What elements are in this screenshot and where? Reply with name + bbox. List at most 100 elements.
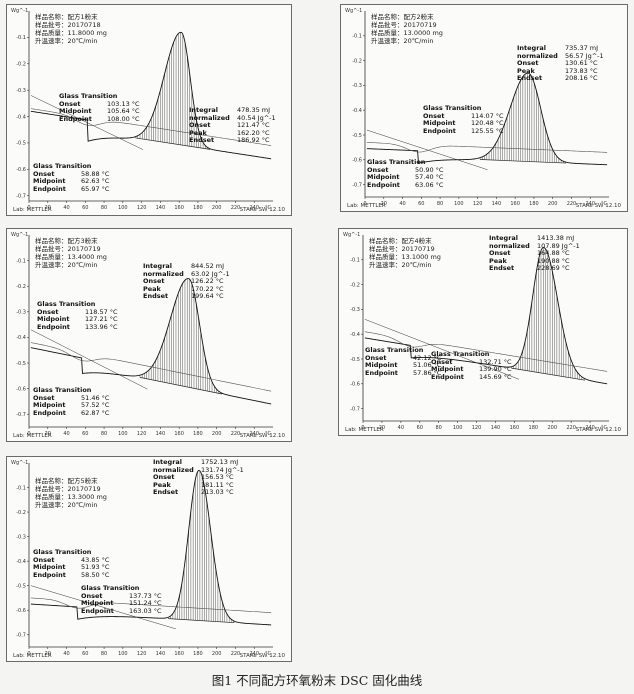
tangent-line xyxy=(364,319,520,380)
y-tick-label: -0.5 xyxy=(350,357,360,363)
sample-rate: 升温速率：20℃/min xyxy=(35,37,98,45)
endpoint-label: Endpoint xyxy=(33,184,66,193)
midpoint-value: 151.24 °C xyxy=(129,599,162,608)
peak-value: 181.11 °C xyxy=(201,480,234,489)
onset-value: 103.13 °C xyxy=(107,99,140,108)
x-tick-label: 140 xyxy=(492,201,502,207)
y-unit-label: Wg^-1 xyxy=(11,460,29,466)
onset-label: Onset xyxy=(59,99,81,108)
endset-value: 186.92 °C xyxy=(237,136,270,145)
x-tick-label: 180 xyxy=(529,201,539,207)
peak-baseline xyxy=(511,367,586,381)
x-tick-label: 120 xyxy=(472,425,482,431)
x-tick-label: 80 xyxy=(437,201,443,207)
endpoint-value: 163.03 °C xyxy=(129,606,162,615)
x-tick-label: 0 xyxy=(27,431,30,437)
y-tick-label: -0.1 xyxy=(352,34,362,40)
integral-value: 478.35 mJ xyxy=(237,106,271,114)
y-tick-label: -0.5 xyxy=(16,361,26,367)
sample-name: 样品名称：配方5粉末 xyxy=(35,477,98,485)
x-tick-label: 80 xyxy=(101,651,107,657)
peak-label: Peak xyxy=(489,256,507,265)
dsc-plot-4: -0.1 -0.2 -0.3 -0.4 -0.5 -0.6 -0.7 0 20 40 60 80 100… xyxy=(350,235,609,431)
lab-label: Lab: METTLER xyxy=(345,427,384,433)
x-tick-label: 80 xyxy=(436,425,442,431)
dsc-plot-3: -0.1 -0.2 -0.3 -0.4 -0.5 -0.6 -0.7 0 20 40 60 80 100… xyxy=(16,235,273,437)
y-tick-label: -0.6 xyxy=(16,608,26,614)
x-tick-label: 0 xyxy=(27,651,30,657)
glass-title: Glass Transition xyxy=(37,300,96,308)
sample-mass: 样品质量：13.0000 mg xyxy=(371,29,443,37)
y-tick-label: -0.3 xyxy=(16,88,26,94)
x-tick-label: 240 xyxy=(249,651,259,657)
dsc-plot-1: -0.1 -0.2 -0.3 -0.4 -0.5 -0.6 -0.70 20 40 60 80 100… xyxy=(16,11,273,211)
onset-label: Onset xyxy=(33,169,55,178)
y-tick-label: -0.7 xyxy=(16,412,26,418)
dsc-rescan-curve xyxy=(30,108,272,146)
software-label: STARe SW 12.10 xyxy=(239,207,285,213)
integral-label: Integral xyxy=(189,106,219,114)
normalized-value: 40.54 Jg^-1 xyxy=(237,113,276,122)
x-tick-label: 60 xyxy=(417,425,423,431)
glass-title: Glass Transition xyxy=(33,162,92,170)
sample-rate: 升温速率：20℃/min xyxy=(371,37,434,45)
dsc-rescan-curve xyxy=(30,342,272,392)
glass-title: Glass Transition xyxy=(367,158,426,166)
x-tick-label: 240 xyxy=(249,431,259,437)
endpoint-label: Endpoint xyxy=(423,126,456,135)
glass-title: Glass Transition xyxy=(365,346,424,354)
integral-value: 735.37 mJ xyxy=(565,44,599,52)
x-tick-label: 180 xyxy=(193,431,203,437)
endpoint-label: Endpoint xyxy=(367,180,400,189)
x-tick-label: 40 xyxy=(63,431,69,437)
dsc-rescan-curve xyxy=(30,597,272,613)
sample-batch: 样品批号：20170719 xyxy=(369,245,435,253)
midpoint-label: Midpoint xyxy=(37,315,70,324)
dsc-panel-3: -0.1 -0.2 -0.3 -0.4 -0.5 -0.6 -0.7 0 20 40 60 80 100… xyxy=(6,228,292,442)
endpoint-value: 57.86 °C xyxy=(413,368,442,377)
x-tick-label: 20 xyxy=(379,425,385,431)
glass-title: Glass Transition xyxy=(431,350,490,358)
peak-label: Peak xyxy=(143,284,161,293)
tangent-line xyxy=(30,95,144,150)
onset-value: 130.61 °C xyxy=(565,59,598,68)
onset-value: 43.85 °C xyxy=(81,555,110,564)
y-tick-label: -0.6 xyxy=(352,158,362,164)
x-tick-label: 220 xyxy=(231,431,241,437)
x-tick-label: 160 xyxy=(174,651,184,657)
sample-name: 样品名称：配方3粉末 xyxy=(35,237,98,245)
glass-transition-lower: Glass Transition Onset 42.12 °C Midpoint 5… xyxy=(365,346,442,377)
sample-mass: 样品质量：13.1000 mg xyxy=(369,253,441,261)
x-unit-label: °C xyxy=(265,205,272,211)
dsc-plot-2: -0.1 -0.2 -0.3 -0.4 -0.5 -0.6 -0.7 0 20 40 60 80 100… xyxy=(352,11,609,207)
x-tick-label: 20 xyxy=(45,205,51,211)
x-tick-label: 100 xyxy=(454,201,464,207)
y-tick-label: -0.7 xyxy=(350,406,360,412)
y-tick-label: -0.1 xyxy=(350,258,360,264)
midpoint-value: 62.63 °C xyxy=(81,177,110,186)
onset-label: Onset xyxy=(431,357,453,366)
y-tick-label: -0.4 xyxy=(350,332,360,338)
onset-value: 156.53 °C xyxy=(201,473,234,482)
x-tick-label: 120 xyxy=(137,651,147,657)
x-tick-label: 100 xyxy=(118,651,128,657)
lab-label: Lab: METTLER xyxy=(347,203,386,209)
software-label: STARe SW 12.10 xyxy=(575,427,621,433)
x-tick-label: 40 xyxy=(63,205,69,211)
x-tick-label: 200 xyxy=(212,205,222,211)
midpoint-label: Midpoint xyxy=(423,119,456,128)
x-tick-label: 220 xyxy=(231,205,241,211)
midpoint-value: 127.21 °C xyxy=(85,315,118,324)
x-tick-label: 240 xyxy=(585,201,595,207)
x-tick-label: 240 xyxy=(585,425,595,431)
normalized-value: 56.57 Jg^-1 xyxy=(565,51,604,60)
tangent-line xyxy=(30,329,148,390)
endpoint-value: 63.06 °C xyxy=(415,180,444,189)
endpoint-value: 145.69 °C xyxy=(479,372,512,381)
sample-info: 样品名称：配方2粉末 样品批号：20170719 样品质量：13.0000 mg… xyxy=(371,13,443,45)
integral-block: Integral 478.35 mJ normalized 40.54 Jg^-1 … xyxy=(189,106,276,145)
integral-block: Integral 1752.13 mJ normalized 131.74 Jg^-… xyxy=(153,458,244,497)
y-tick-label: -0.3 xyxy=(350,307,360,313)
glass-title: Glass Transition xyxy=(33,548,92,556)
endpoint-label: Endpoint xyxy=(365,368,398,377)
